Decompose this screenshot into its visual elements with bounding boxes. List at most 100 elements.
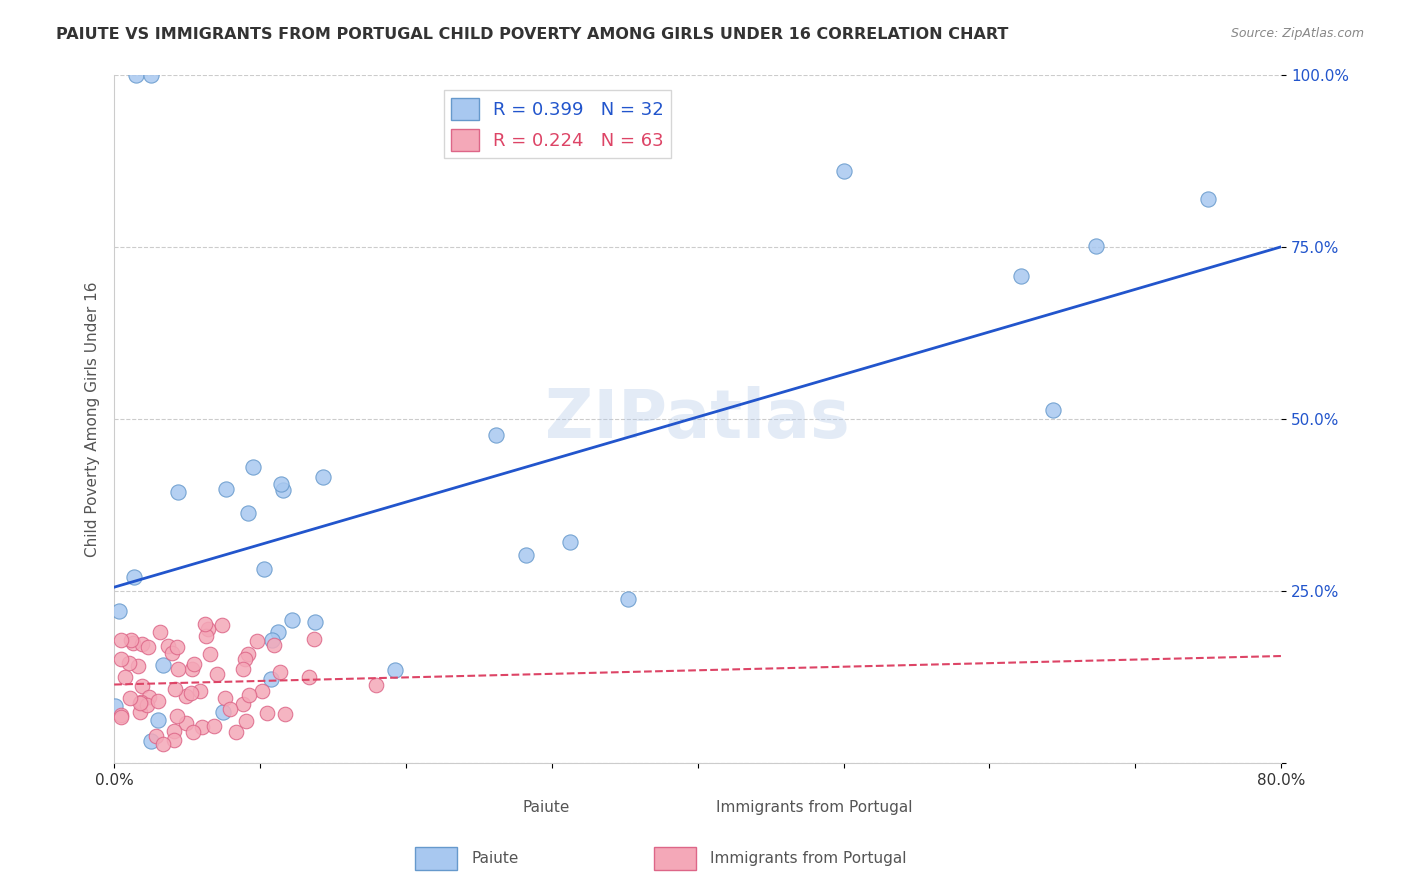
Point — [232, 662, 254, 676]
Point — [157, 639, 180, 653]
Point — [364, 678, 387, 692]
Point — [312, 470, 335, 484]
Point — [211, 618, 233, 632]
Point — [127, 658, 149, 673]
Point — [232, 697, 254, 711]
Point — [225, 725, 247, 739]
Point — [107, 604, 129, 618]
Point — [129, 695, 152, 709]
Point — [180, 662, 202, 676]
Point — [118, 691, 141, 706]
Point — [212, 705, 235, 719]
Point — [190, 721, 212, 735]
Point — [195, 629, 218, 643]
Point — [274, 706, 297, 721]
Point — [131, 680, 153, 694]
Point — [139, 68, 162, 82]
Point — [131, 637, 153, 651]
Point — [194, 616, 217, 631]
Point — [256, 706, 278, 720]
Point — [152, 657, 174, 672]
Point — [118, 657, 141, 671]
Text: PAIUTE VS IMMIGRANTS FROM PORTUGAL CHILD POVERTY AMONG GIRLS UNDER 16 CORRELATIO: PAIUTE VS IMMIGRANTS FROM PORTUGAL CHILD… — [56, 27, 1008, 42]
Point — [166, 640, 188, 654]
Point — [202, 719, 225, 733]
Point — [145, 729, 167, 743]
Point — [297, 670, 319, 684]
Point — [617, 591, 640, 606]
Point — [162, 724, 184, 739]
Point — [174, 690, 197, 704]
Point — [160, 646, 183, 660]
Point — [215, 482, 238, 496]
Point — [832, 164, 855, 178]
Text: Immigrants from Portugal: Immigrants from Portugal — [716, 800, 912, 814]
Point — [152, 737, 174, 751]
Text: Immigrants from Portugal: Immigrants from Portugal — [710, 852, 907, 866]
Text: Source: ZipAtlas.com: Source: ZipAtlas.com — [1230, 27, 1364, 40]
Point — [259, 672, 281, 686]
Point — [281, 613, 304, 627]
Point — [114, 670, 136, 684]
Point — [183, 657, 205, 671]
Point — [122, 636, 145, 650]
Text: Paiute: Paiute — [471, 852, 519, 866]
Point — [270, 477, 292, 491]
Point — [235, 714, 257, 729]
Point — [104, 698, 127, 713]
Point — [136, 640, 159, 654]
Point — [146, 694, 169, 708]
Point — [233, 652, 256, 666]
Point — [1197, 192, 1219, 206]
Point — [141, 734, 163, 748]
Point — [219, 701, 242, 715]
Point — [110, 652, 132, 666]
Point — [271, 483, 294, 498]
Point — [1042, 403, 1064, 417]
Legend: R = 0.399   N = 32, R = 0.224   N = 63: R = 0.399 N = 32, R = 0.224 N = 63 — [444, 90, 671, 158]
Point — [110, 633, 132, 648]
Point — [304, 615, 326, 629]
Point — [129, 705, 152, 719]
Point — [181, 725, 204, 739]
Point — [485, 428, 508, 442]
Point — [163, 732, 186, 747]
Point — [165, 682, 187, 697]
Point — [560, 535, 582, 549]
Point — [515, 548, 537, 562]
Point — [167, 485, 190, 500]
Point — [166, 708, 188, 723]
Point — [120, 633, 142, 648]
Point — [242, 460, 264, 475]
Point — [384, 663, 406, 677]
Point — [190, 684, 212, 698]
Point — [1010, 269, 1032, 284]
Point — [269, 665, 291, 679]
Point — [205, 667, 228, 681]
Text: ZIPatlas: ZIPatlas — [546, 386, 851, 452]
Point — [110, 707, 132, 722]
Point — [252, 683, 274, 698]
Point — [263, 638, 285, 652]
Point — [262, 633, 284, 648]
Point — [1084, 239, 1107, 253]
Point — [110, 710, 132, 724]
Y-axis label: Child Poverty Among Girls Under 16: Child Poverty Among Girls Under 16 — [86, 281, 100, 557]
Text: Paiute: Paiute — [522, 800, 569, 814]
Point — [197, 623, 219, 637]
Point — [236, 647, 259, 661]
Point — [267, 625, 290, 640]
Point — [149, 625, 172, 640]
Point — [238, 506, 260, 520]
Point — [246, 634, 269, 648]
Point — [122, 570, 145, 584]
Point — [125, 68, 148, 82]
Point — [214, 691, 236, 706]
Point — [180, 686, 202, 700]
Point — [146, 713, 169, 727]
Point — [238, 688, 260, 702]
Point — [135, 698, 157, 712]
Point — [253, 562, 276, 576]
Point — [302, 632, 325, 646]
Point — [176, 716, 198, 731]
